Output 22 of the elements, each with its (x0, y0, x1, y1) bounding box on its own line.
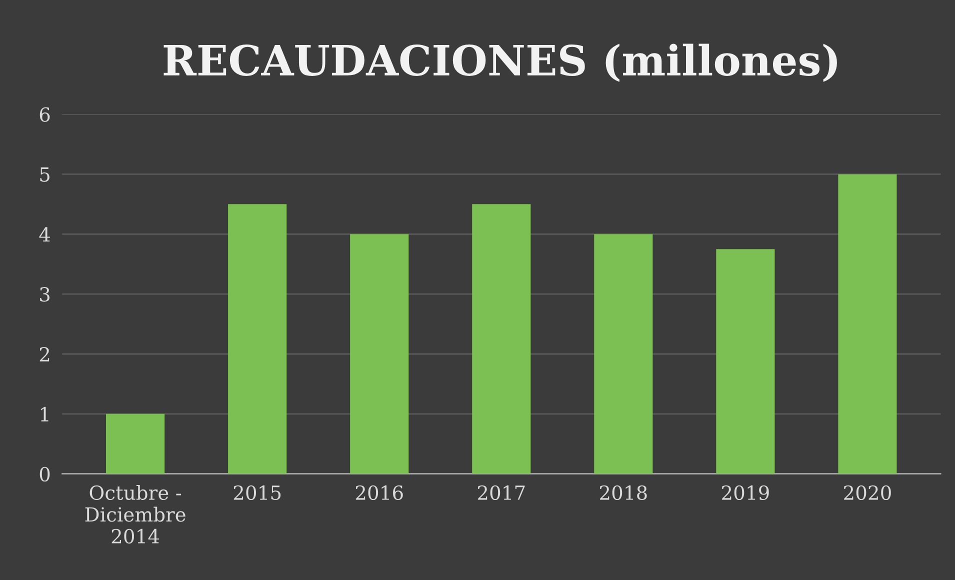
x-tick-label: 2016 (356, 485, 403, 500)
y-tick-label: 6 (40, 107, 50, 122)
bar (106, 414, 165, 474)
x-tick-label: 2017 (478, 485, 525, 500)
bar (838, 174, 897, 474)
y-tick-label: 4 (39, 227, 50, 242)
y-tick-label: 5 (40, 167, 50, 182)
x-tick-label: 2020 (844, 485, 891, 500)
bar (594, 234, 653, 474)
y-tick-label: 3 (40, 287, 50, 302)
chart-title: RECAUDACIONES (millones) (164, 44, 837, 82)
x-tick-label: 2019 (722, 485, 769, 500)
bar (350, 234, 409, 474)
x-tick-label: 2018 (600, 485, 647, 500)
y-tick-label: 2 (40, 346, 50, 362)
x-tick-label: Octubre - Diciembre 2014 (85, 484, 186, 544)
bar (228, 204, 287, 474)
y-tick-label: 1 (40, 406, 48, 422)
bar (716, 249, 775, 474)
bar (472, 204, 531, 474)
y-tick-label: 0 (40, 466, 50, 482)
x-tick-label: 2015 (234, 485, 281, 500)
